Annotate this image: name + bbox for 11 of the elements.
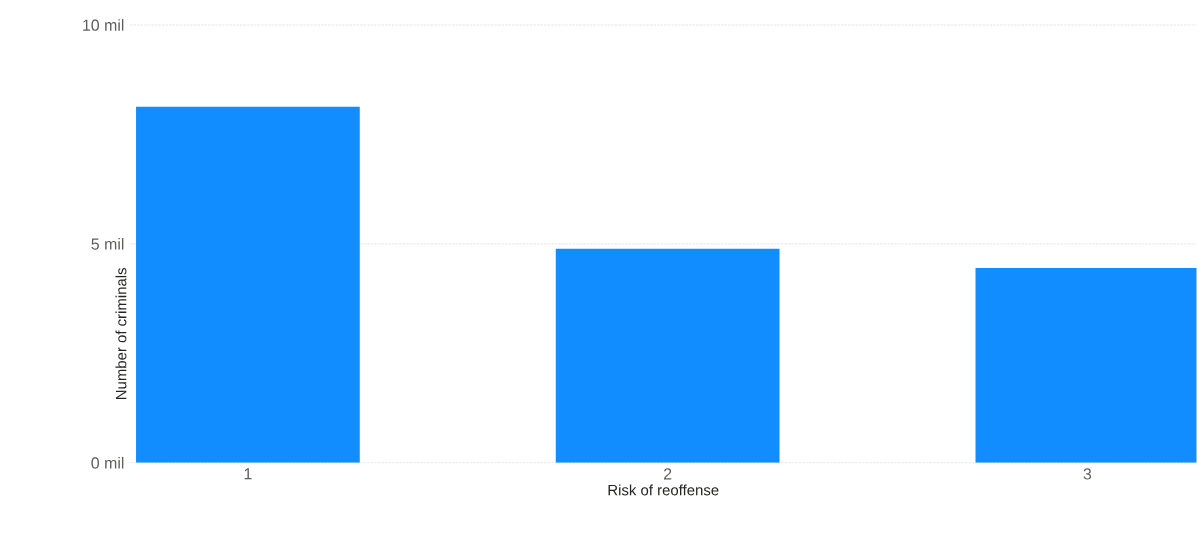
bar — [136, 106, 360, 463]
y-axis-title: Number of criminals — [115, 268, 127, 400]
x-tick-label: 1 — [244, 468, 252, 480]
x-axis-title: Risk of reoffense — [608, 484, 719, 496]
x-tick-label: 2 — [664, 468, 672, 480]
bar — [975, 268, 1197, 463]
bar — [555, 248, 780, 463]
y-tick-label: 5 mil — [91, 238, 124, 250]
y-tick-label: 10 mil — [83, 19, 124, 31]
y-tick-label: 0 mil — [91, 457, 124, 469]
x-tick-label: 3 — [1083, 468, 1092, 480]
